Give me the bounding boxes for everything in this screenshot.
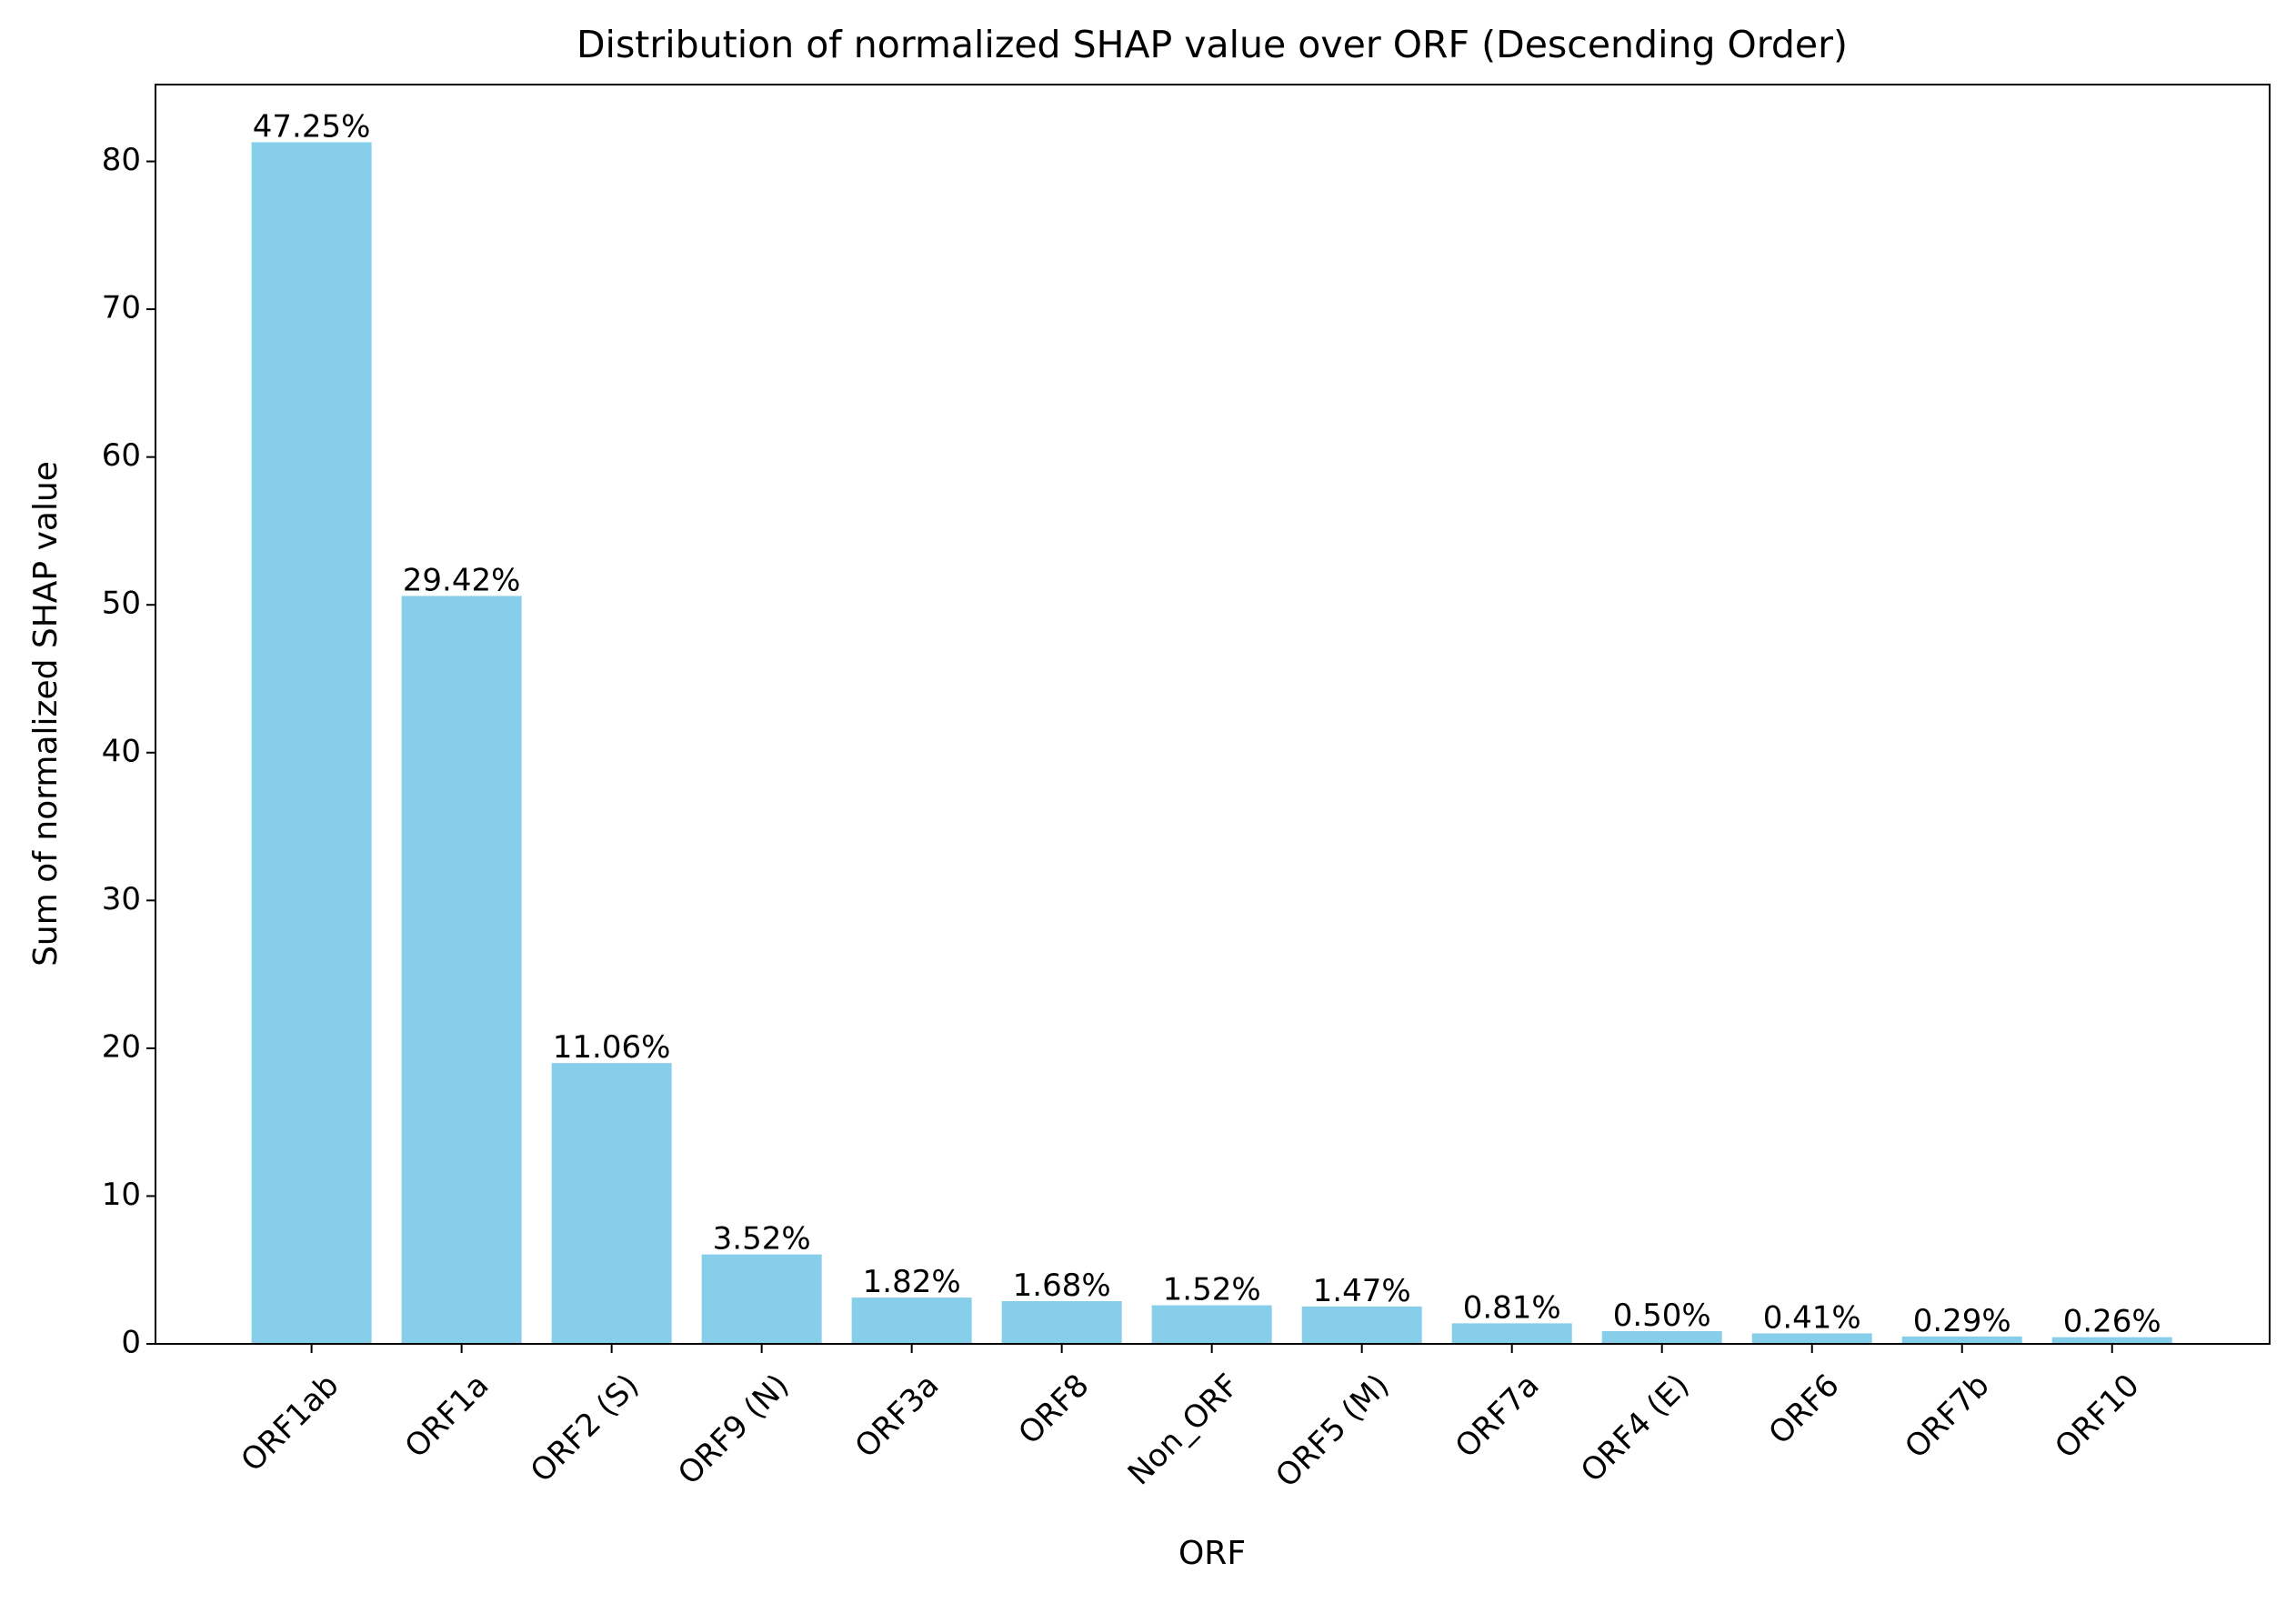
x-tick-label: ORF4 (E)	[1574, 1368, 1697, 1490]
x-tick-label: ORF7b	[1898, 1368, 1996, 1466]
x-tick-label: Non_ORF	[1121, 1368, 1247, 1493]
chart-title: Distribution of normalized SHAP value ov…	[577, 23, 1848, 66]
bar-label: 0.26%	[2063, 1304, 2161, 1340]
plot-frame	[155, 84, 2271, 1345]
y-tick-label: 70	[102, 290, 141, 326]
bar	[1751, 1333, 1872, 1344]
bar-label: 1.82%	[863, 1264, 961, 1300]
bar	[2051, 1337, 2172, 1344]
bar	[1001, 1301, 1122, 1344]
y-tick-label: 0	[121, 1325, 141, 1361]
bar-label: 0.29%	[1913, 1303, 2011, 1339]
x-tick-label: ORF5 (M)	[1268, 1368, 1396, 1495]
bar-label: 1.68%	[1013, 1267, 1111, 1304]
bar	[1151, 1305, 1272, 1344]
bar-label: 0.41%	[1763, 1299, 1861, 1336]
y-tick-label: 30	[102, 881, 141, 917]
bar-label: 3.52%	[713, 1221, 811, 1257]
y-axis-label: Sum of normalized SHAP value	[27, 461, 65, 967]
y-tick-label: 20	[102, 1028, 141, 1065]
bar	[1601, 1331, 1722, 1344]
bar-label: 11.06%	[553, 1029, 671, 1066]
x-tick-label: ORF1ab	[234, 1368, 346, 1479]
bar-label: 1.52%	[1163, 1272, 1261, 1308]
bar	[551, 1063, 672, 1344]
bar-label: 47.25%	[253, 108, 371, 145]
y-tick-label: 40	[102, 733, 141, 769]
x-tick-label: ORF7a	[1449, 1368, 1547, 1466]
x-tick-label: ORF3a	[848, 1368, 947, 1466]
bar	[851, 1297, 972, 1344]
x-tick-label: ORF9 (N)	[671, 1368, 796, 1492]
y-tick-label: 80	[102, 142, 141, 178]
x-tick-label: ORF8	[1012, 1368, 1097, 1452]
y-tick-label: 10	[102, 1177, 141, 1213]
x-tick-label: ORF1a	[398, 1368, 496, 1466]
bar-label: 1.47%	[1313, 1273, 1411, 1309]
bar-label: 0.50%	[1613, 1297, 1711, 1334]
x-tick-label: ORF2 (S)	[524, 1368, 647, 1490]
bar	[401, 596, 522, 1344]
bar	[1451, 1323, 1572, 1344]
bar	[1901, 1336, 2022, 1344]
x-tick-label: ORF10	[2048, 1368, 2146, 1466]
bar	[251, 142, 372, 1344]
bar	[701, 1254, 822, 1344]
x-tick-label: ORF6	[1762, 1368, 1847, 1452]
bar-label: 29.42%	[403, 562, 521, 598]
bar	[1301, 1306, 1422, 1344]
y-tick-label: 60	[102, 437, 141, 474]
x-axis-label: ORF	[1178, 1535, 1246, 1572]
y-tick-label: 50	[102, 586, 141, 622]
bar-label: 0.81%	[1463, 1289, 1561, 1326]
